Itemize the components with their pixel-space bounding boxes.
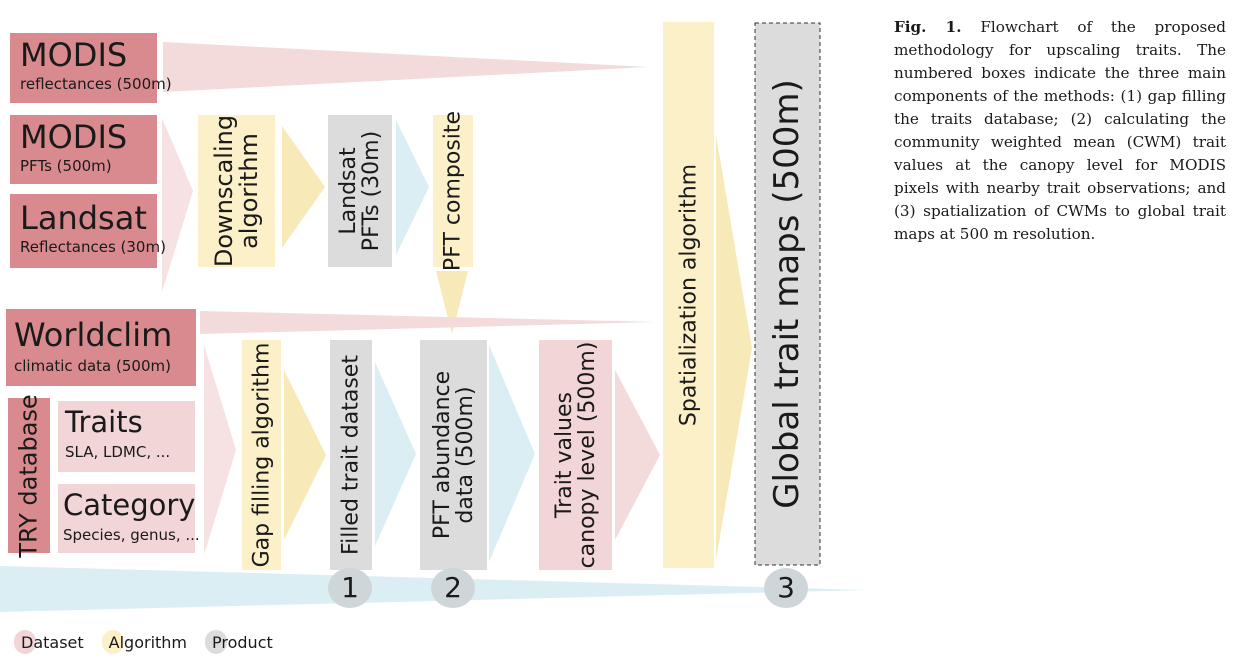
landsat-sub: Reflectances (30m) xyxy=(20,238,166,256)
worldclim-box: Worldclim climatic data (500m) xyxy=(6,309,196,386)
pft-composite-box: PFT composite xyxy=(433,111,473,271)
category-title: Category xyxy=(63,488,196,522)
downscaling-algorithm-label: Downscaling algorithm xyxy=(209,114,263,268)
legend-dataset-label: Dataset xyxy=(21,632,84,652)
component-number-1: 1 xyxy=(328,568,372,608)
modis-pfts-title: MODIS xyxy=(20,118,128,156)
downscaling-algorithm-box: Downscaling algorithm xyxy=(198,115,275,267)
legend-product-label: Product xyxy=(212,632,273,652)
modis-pfts-box: MODIS PFTs (500m) xyxy=(10,115,157,184)
worldclim-sub: climatic data (500m) xyxy=(14,357,171,375)
global-trait-maps-label: Global trait maps (500m) xyxy=(766,79,807,509)
spatialization-algorithm-label: Spatialization algorithm xyxy=(675,163,701,427)
traits-box: Traits SLA, LDMC, ... xyxy=(58,401,195,472)
flowchart: MODIS reflectances (500m) MODIS PFTs (50… xyxy=(0,22,868,612)
arrow-composite-to-abundance xyxy=(436,271,468,334)
try-database-label: TRY database xyxy=(14,393,43,558)
spatialization-algorithm-box: Spatialization algorithm xyxy=(663,22,714,568)
category-box: Category Species, genus, ... xyxy=(58,484,200,553)
flow-arrows xyxy=(0,22,868,612)
arrow-downscaling-to-landsat-pfts xyxy=(282,126,325,248)
legend: Dataset Algorithm Product xyxy=(14,629,273,655)
global-maps-frame xyxy=(754,22,821,566)
gap-filling-algorithm-label: Gap filling algorithm xyxy=(248,342,274,568)
arrow-worldclim xyxy=(200,311,655,334)
traits-sub: SLA, LDMC, ... xyxy=(65,443,171,461)
caption-text: Flowchart of the proposed methodology fo… xyxy=(894,18,1226,243)
legend-dataset-swatch xyxy=(14,630,36,654)
legend-algorithm-label: Algorithm xyxy=(108,632,188,652)
caption-label: Fig. 1. xyxy=(894,18,962,36)
arrow-trait-values-to-spatialization xyxy=(615,370,660,540)
landsat-box: Landsat Reflectances (30m) xyxy=(10,194,166,268)
pft-abundance-label: PFT abundance data (500m) xyxy=(429,370,478,540)
arrow-inputs-to-downscaling xyxy=(162,118,193,292)
landsat-pfts-box: Landsat PFTs (30m) xyxy=(328,115,392,267)
modis-pfts-sub: PFTs (500m) xyxy=(20,157,112,175)
arrow-gap-filling-to-filled xyxy=(284,370,326,540)
gap-filling-algorithm-box: Gap filling algorithm xyxy=(242,340,281,570)
filled-trait-dataset-label: Filled trait dataset xyxy=(338,355,364,555)
trait-values-label: Trait values canopy level (500m) xyxy=(551,341,600,569)
trait-values-box: Trait values canopy level (500m) xyxy=(539,340,612,570)
worldclim-title: Worldclim xyxy=(14,316,173,354)
component-number-2: 2 xyxy=(431,568,475,608)
arrow-landsat-pfts-to-composite xyxy=(396,120,429,255)
pft-abundance-box: PFT abundance data (500m) xyxy=(420,340,487,570)
traits-title: Traits xyxy=(65,405,143,439)
arrow-modis-reflectances xyxy=(163,42,648,92)
arrow-abundance-to-trait-values xyxy=(489,345,535,562)
component-number-3: 3 xyxy=(764,568,808,608)
global-trait-maps-box: Global trait maps (500m) xyxy=(755,23,820,565)
legend-algorithm: Algorithm xyxy=(101,630,188,654)
modis-reflectances-sub: reflectances (500m) xyxy=(20,75,172,93)
figure-caption: Fig. 1. Flowchart of the proposed method… xyxy=(894,16,1226,246)
category-sub: Species, genus, ... xyxy=(63,526,200,544)
landsat-title: Landsat xyxy=(20,199,147,237)
modis-reflectances-title: MODIS xyxy=(20,36,128,74)
try-database-box: TRY database xyxy=(8,394,50,557)
legend-product: Product xyxy=(205,630,273,654)
filled-trait-dataset-box: Filled trait dataset xyxy=(330,340,372,570)
pft-composite-label: PFT composite xyxy=(440,110,466,272)
arrow-try-to-gap-filling xyxy=(204,345,236,555)
arrow-filled-to-abundance xyxy=(375,362,416,546)
legend-dataset: Dataset xyxy=(14,630,84,654)
modis-reflectances-box: MODIS reflectances (500m) xyxy=(10,33,172,103)
landsat-pfts-label: Landsat PFTs (30m) xyxy=(335,130,384,252)
legend-algorithm-swatch xyxy=(101,630,124,654)
arrow-spatialization-to-maps xyxy=(716,135,752,560)
legend-product-swatch xyxy=(205,630,228,654)
